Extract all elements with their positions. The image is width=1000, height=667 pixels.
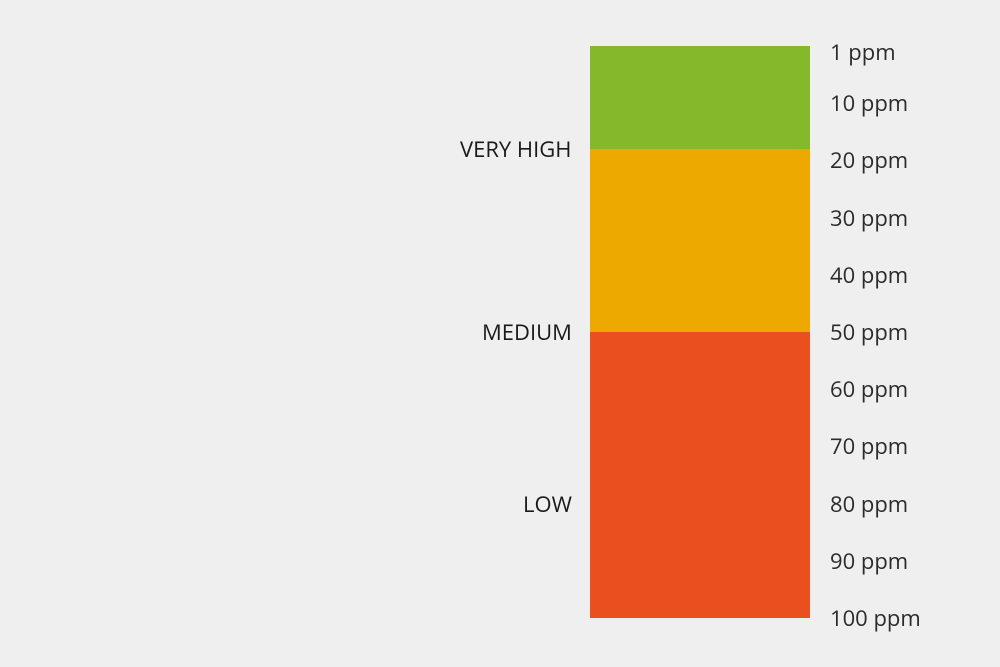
tick-label: 20 ppm	[830, 145, 908, 175]
tick-label: 80 ppm	[830, 489, 908, 519]
segment-very-high	[590, 46, 810, 149]
tick-label: 60 ppm	[830, 374, 908, 404]
tick-label: 70 ppm	[830, 431, 908, 461]
tick-label: 50 ppm	[830, 317, 908, 347]
chart-canvas: 1 ppm 10 ppm 20 ppm 30 ppm 40 ppm 50 ppm 60 pp…	[0, 0, 1000, 667]
segment-medium	[590, 149, 810, 332]
segment-low	[590, 332, 810, 618]
tick-label: 1 ppm	[830, 37, 896, 67]
category-label: VERY HIGH	[460, 134, 572, 164]
category-label: MEDIUM	[482, 317, 572, 347]
scale-bar	[590, 46, 810, 618]
tick-label: 40 ppm	[830, 260, 908, 290]
tick-label: 100 ppm	[830, 603, 921, 633]
category-label: LOW	[523, 489, 572, 519]
tick-label: 90 ppm	[830, 546, 908, 576]
tick-label: 10 ppm	[830, 88, 908, 118]
tick-label: 30 ppm	[830, 203, 908, 233]
